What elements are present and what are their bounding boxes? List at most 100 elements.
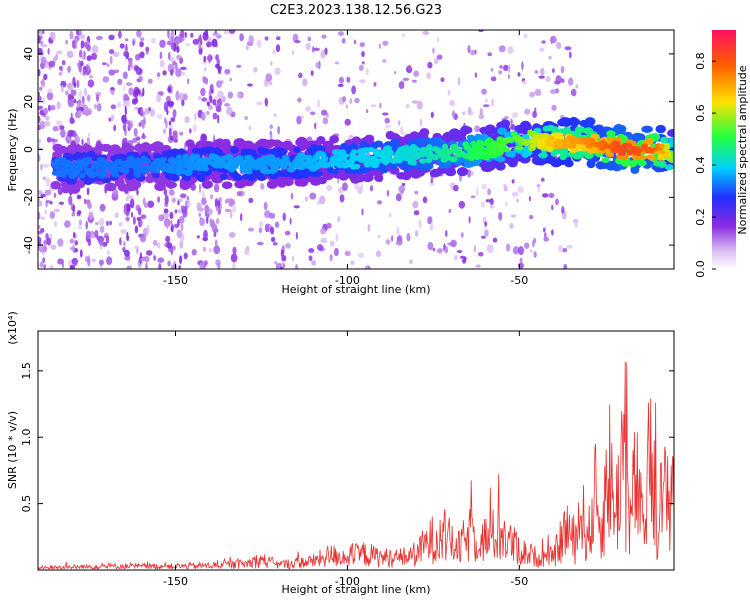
heatmap-streak-blob <box>182 208 188 218</box>
heatmap-noise-blob <box>337 83 344 88</box>
heatmap-noise-blob <box>541 40 546 44</box>
heatmap-core-blob <box>569 142 576 146</box>
heatmap-streak-blob <box>123 93 129 100</box>
heatmap-ridge-blob <box>507 158 518 168</box>
heatmap-ridge-blob <box>103 163 110 170</box>
colorbar-tick-label: 0.4 <box>694 156 707 174</box>
heatmap-streak-blob <box>125 51 130 60</box>
heatmap-noise-blob <box>159 51 163 60</box>
heatmap-ridge-blob <box>367 146 375 153</box>
heatmap-noise-blob <box>370 185 373 192</box>
heatmap-ridge-blob <box>269 159 275 165</box>
heatmap-ridge-blob <box>220 173 228 181</box>
heatmap-streak-blob <box>215 105 222 113</box>
heatmap-noise-blob <box>564 46 572 51</box>
colorbar-tick-label: 0.6 <box>694 104 707 122</box>
heatmap-noise-blob <box>550 89 557 95</box>
heatmap-noise-blob <box>260 183 265 190</box>
heatmap-ridge-blob <box>559 152 567 161</box>
heatmap-ridge-blob <box>359 147 368 154</box>
heatmap-noise-blob <box>575 84 579 89</box>
heatmap-noise-blob <box>310 111 316 116</box>
heatmap-streak-blob <box>174 209 178 214</box>
heatmap-noise-blob <box>93 104 98 109</box>
spectrogram-x-ticks: -150 -100 -50 <box>163 30 528 287</box>
heatmap-ridge-blob <box>583 127 594 135</box>
heatmap-noise-blob <box>400 126 403 135</box>
heatmap-ridge-blob <box>452 149 459 155</box>
heatmap-ridge-blob <box>537 138 544 143</box>
heatmap-noise-blob <box>38 225 41 229</box>
heatmap-ridge-blob <box>458 150 466 156</box>
x-tick-label: -50 <box>510 575 528 588</box>
heatmap-ridge-blob <box>256 175 267 182</box>
heatmap-noise-blob <box>123 85 126 91</box>
heatmap-noise-blob <box>294 40 301 44</box>
heatmap-streak-blob <box>199 262 205 269</box>
heatmap-noise-blob <box>110 87 115 91</box>
heatmap-noise-blob <box>87 132 91 137</box>
heatmap-noise-blob <box>534 107 537 113</box>
heatmap-ridge-blob <box>484 124 496 133</box>
heatmap-noise-blob <box>517 72 521 77</box>
heatmap-ridge-blob <box>197 148 207 155</box>
heatmap-ridge-blob <box>51 170 59 176</box>
heatmap-ridge-blob <box>652 133 661 141</box>
heatmap-noise-blob <box>158 214 165 222</box>
heatmap-ridge-blob <box>380 149 386 155</box>
heatmap-ridge-blob <box>374 151 381 158</box>
heatmap-ridge-blob <box>59 169 66 174</box>
heatmap-noise-blob <box>89 75 94 79</box>
heatmap-noise-blob <box>475 264 481 268</box>
heatmap-ridge-blob <box>230 146 239 154</box>
heatmap-noise-blob <box>518 246 524 256</box>
heatmap-noise-blob <box>529 214 534 220</box>
heatmap-streak-blob <box>206 101 210 107</box>
heatmap-streak-blob <box>68 195 73 206</box>
heatmap-ridge-blob <box>522 141 530 146</box>
heatmap-noise-blob <box>259 221 263 227</box>
heatmap-streak-blob <box>179 215 185 224</box>
heatmap-streak-blob <box>78 219 82 226</box>
heatmap-noise-blob <box>507 46 514 54</box>
heatmap-noise-blob <box>334 61 340 65</box>
heatmap-ridge-blob <box>491 140 498 146</box>
heatmap-ridge-blob <box>393 158 401 163</box>
heatmap-noise-blob <box>524 242 530 249</box>
heatmap-ridge-blob <box>100 143 113 152</box>
heatmap-ridge-blob <box>536 156 547 166</box>
heatmap-streak-blob <box>123 51 126 57</box>
heatmap-noise-blob <box>436 36 440 43</box>
heatmap-noise-blob <box>358 64 364 71</box>
heatmap-noise-blob <box>264 223 270 233</box>
heatmap-noise-blob <box>337 216 341 223</box>
heatmap-noise-blob <box>359 42 365 48</box>
heatmap-noise-blob <box>196 235 200 239</box>
heatmap-noise-blob <box>47 88 53 94</box>
heatmap-noise-blob <box>403 77 410 82</box>
heatmap-noise-blob <box>476 187 479 196</box>
heatmap-ridge-blob <box>456 157 465 164</box>
heatmap-streak-blob <box>168 121 172 126</box>
heatmap-noise-blob <box>69 238 74 244</box>
heatmap-ridge-blob <box>222 155 229 161</box>
heatmap-ridge-blob <box>50 180 62 190</box>
heatmap-streak-blob <box>201 112 206 121</box>
heatmap-noise-blob <box>503 64 509 71</box>
heatmap-noise-blob <box>498 70 503 75</box>
heatmap-noise-blob <box>384 117 390 124</box>
heatmap-noise-blob <box>477 30 484 33</box>
heatmap-ridge-blob <box>562 118 572 127</box>
heatmap-streak-blob <box>139 41 144 48</box>
heatmap-noise-blob <box>123 241 126 247</box>
heatmap-ridge-blob <box>58 160 67 166</box>
heatmap-noise-blob <box>162 70 167 76</box>
heatmap-streak-blob <box>211 38 218 48</box>
heatmap-noise-blob <box>175 68 182 77</box>
heatmap-streak-blob <box>136 188 139 196</box>
heatmap-noise-blob <box>42 97 45 105</box>
heatmap-streak-blob <box>163 101 169 111</box>
heatmap-noise-blob <box>113 124 117 132</box>
heatmap-noise-blob <box>481 183 487 190</box>
heatmap-noise-blob <box>99 244 103 250</box>
